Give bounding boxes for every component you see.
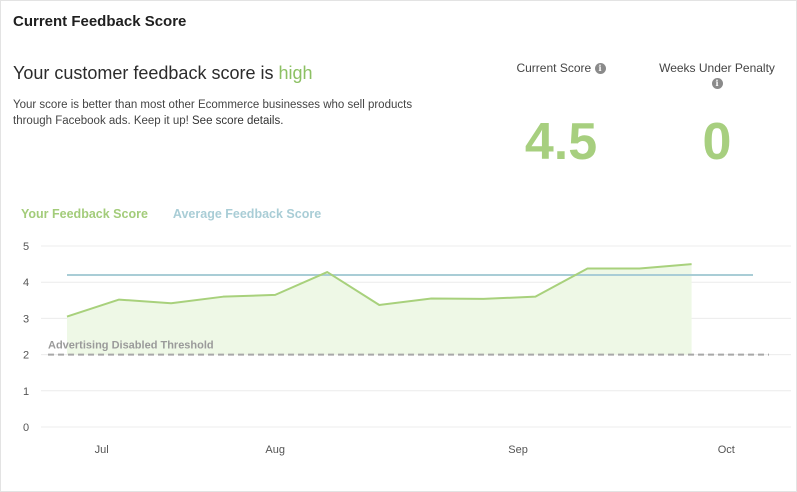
see-score-details-link[interactable]: See score details. — [192, 115, 284, 127]
weeks-under-penalty-value: 0 — [702, 113, 732, 171]
card-title: Current Feedback Score — [13, 13, 187, 30]
current-score-value: 4.5 — [524, 113, 598, 171]
threshold-label: Advertising Disabled Threshold — [48, 340, 214, 352]
current-score-label: Current Score — [516, 61, 592, 75]
score-area — [67, 264, 692, 355]
y-tick-label: 3 — [23, 313, 29, 325]
score-level: high — [278, 63, 313, 83]
y-tick-label: 2 — [23, 350, 29, 362]
x-tick-label: Aug — [265, 444, 285, 456]
x-tick-label: Jul — [95, 444, 109, 456]
y-tick-label: 4 — [23, 277, 29, 289]
y-tick-label: 1 — [23, 386, 29, 398]
chart-legend: Your Feedback Score Average Feedback Sco… — [21, 207, 343, 221]
y-tick-label: 5 — [23, 241, 29, 253]
weeks-under-penalty-label-row: Weeks Under Penalty i — [651, 61, 783, 91]
weeks-under-penalty-label: Weeks Under Penalty — [659, 61, 775, 75]
y-tick-label: 0 — [23, 422, 29, 434]
legend-your-feedback-score[interactable]: Your Feedback Score — [21, 207, 148, 221]
x-tick-label: Sep — [508, 444, 528, 456]
description-text: Your score is better than most other Eco… — [13, 99, 413, 127]
weeks-under-penalty-stat: Weeks Under Penalty i 0 — [651, 61, 783, 170]
current-score-label-row: Current Score i — [506, 61, 616, 76]
score-headline: Your customer feedback score is high — [13, 63, 313, 84]
current-score-stat: Current Score i 4.5 — [506, 61, 616, 170]
legend-average-feedback-score[interactable]: Average Feedback Score — [172, 207, 322, 221]
your-score-line — [66, 263, 692, 318]
headline-text: Your customer feedback score is — [13, 63, 279, 83]
feedback-score-chart: 0 1 2 3 4 5 Jul Aug Sep Oct Advertising Disabled T… — [23, 241, 791, 456]
x-tick-label: Oct — [718, 444, 735, 456]
score-description: Your score is better than most other Eco… — [13, 97, 453, 129]
info-icon[interactable]: i — [711, 78, 723, 89]
info-icon[interactable]: i — [594, 63, 606, 74]
